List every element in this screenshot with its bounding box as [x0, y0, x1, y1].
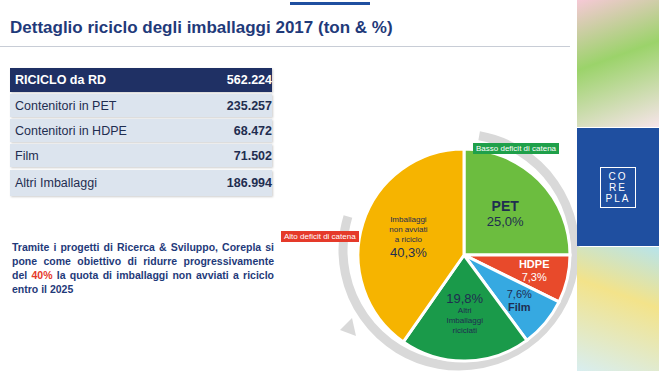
html-text:PLA: PLA	[605, 192, 631, 204]
html-text:235.257: 235.257	[226, 98, 272, 113]
html-text:186.994: 186.994	[226, 176, 272, 190]
html-text:Film: Film	[15, 148, 39, 163]
html-text:Basso deficit di catena: Basso deficit di catena	[476, 144, 556, 153]
html-text:71.502: 71.502	[233, 148, 272, 163]
html-text:562.224: 562.224	[226, 73, 272, 87]
svg-text:HDPE7,3%: HDPE7,3%	[519, 258, 550, 283]
svg-text:7,6%Film: 7,6%Film	[507, 288, 532, 313]
svg-text:Imballagginon avviatia riciclo: Imballagginon avviatia riciclo40,3%	[389, 215, 427, 260]
html-text:Altri Imballaggi: Altri Imballaggi	[15, 176, 97, 190]
svg-text:19,8%AltriImballaggiriciclati: 19,8%AltriImballaggiriciclati	[446, 291, 483, 335]
html-text:68.472: 68.472	[233, 123, 272, 138]
html-text:Contenitori in PET: Contenitori in PET	[15, 98, 117, 113]
html-text:RE: RE	[609, 181, 627, 193]
html-text:Contenitori in HDPE: Contenitori in HDPE	[15, 123, 127, 138]
html-text:Tramite i progetti di Ricerca: Tramite i progetti di Ricerca & Sviluppo…	[12, 241, 274, 295]
html-text:RICICLO da RD: RICICLO da RD	[15, 73, 106, 87]
html-text:Dettaglio riciclo degli imball: Dettaglio riciclo degli imballaggi 2017 …	[10, 18, 393, 37]
html-text:Alto deficit di catena: Alto deficit di catena	[284, 232, 356, 241]
svg-text:PET25,0%: PET25,0%	[487, 198, 524, 229]
html-text:CO: CO	[608, 170, 628, 182]
